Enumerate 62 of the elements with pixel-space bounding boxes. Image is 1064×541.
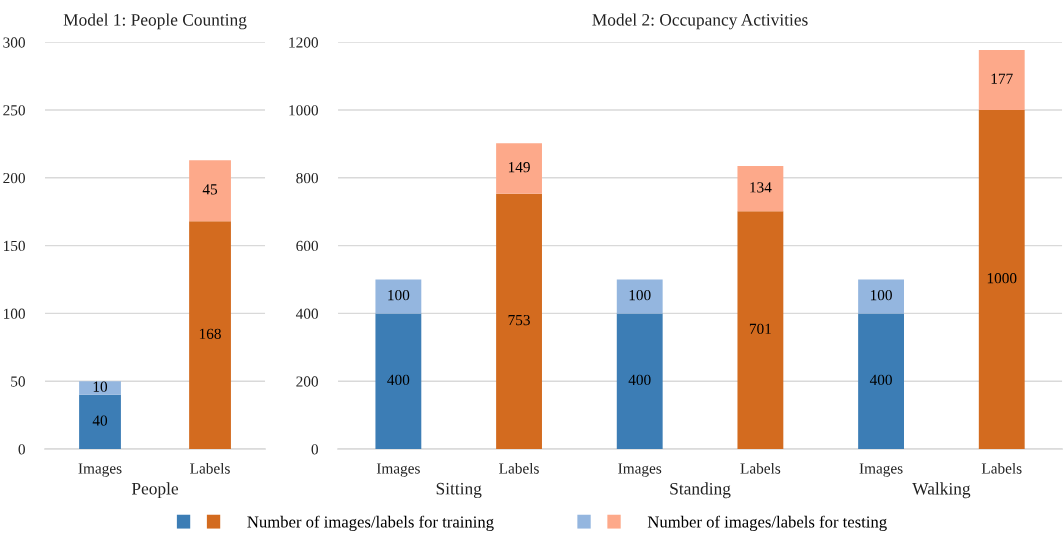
- data-label: 177: [991, 73, 1013, 84]
- bar: [978, 110, 1025, 450]
- x-tick-label: Images: [859, 463, 903, 477]
- data-label: 100: [629, 289, 651, 301]
- bar: [375, 279, 422, 314]
- y-tick-label: 1000: [289, 105, 319, 116]
- x-tick-label: Labels: [190, 462, 230, 474]
- text: Sitting: [436, 482, 482, 499]
- x-tick-label: Labels: [499, 462, 539, 474]
- bar: [616, 313, 663, 450]
- data-label: 100: [388, 289, 410, 301]
- bar: [496, 193, 542, 450]
- data-label: 701: [749, 323, 771, 335]
- bar: [978, 50, 1025, 110]
- bar: [616, 279, 663, 314]
- x-tick-label: Labels: [740, 462, 781, 474]
- bar: [79, 381, 121, 395]
- x-axis-title: People: [131, 482, 179, 499]
- bar: [496, 143, 542, 194]
- data-label: 753: [508, 314, 530, 326]
- y-tick-label: 300: [3, 37, 25, 48]
- y-tick-label: 0: [311, 444, 319, 455]
- data-label: 400: [387, 374, 410, 386]
- bar: [189, 221, 231, 450]
- legend-label: Number of images/labels for training: [247, 515, 494, 531]
- data-label: 45: [202, 184, 218, 195]
- text: Standing: [670, 482, 731, 499]
- data-label: 400: [628, 374, 651, 386]
- data-label: 149: [508, 162, 530, 173]
- y-tick-label: 400: [295, 308, 319, 319]
- bar: [79, 394, 121, 450]
- data-label: 10: [93, 381, 108, 392]
- data-label: 400: [869, 374, 892, 386]
- x-tick-label: Labels: [981, 462, 1022, 474]
- x-tick-label: Images: [376, 463, 420, 477]
- bar: [737, 211, 784, 450]
- y-tick-label: 600: [296, 240, 319, 252]
- legend-label: Number of images/labels for testing: [647, 515, 887, 531]
- y-tick-label: 150: [3, 240, 25, 252]
- y-tick-label: 800: [296, 172, 319, 184]
- data-label: 168: [199, 328, 221, 339]
- y-tick-label: 200: [3, 172, 25, 184]
- bar: [189, 160, 231, 222]
- data-label: 134: [750, 182, 772, 193]
- bar: [737, 165, 784, 212]
- bar: [858, 313, 904, 450]
- text: Walking: [912, 482, 971, 499]
- chart-title: Model 1: People Counting: [63, 13, 247, 30]
- y-tick-label: 250: [3, 105, 25, 116]
- y-tick-label: 100: [3, 308, 25, 319]
- chart-title: Model 2: Occupancy Activities: [592, 13, 808, 30]
- bar: [858, 279, 904, 314]
- data-label: 1000: [987, 273, 1017, 284]
- x-tick-label: Images: [618, 463, 662, 477]
- x-tick-label: Images: [78, 463, 122, 477]
- y-tick-label: 1200: [289, 37, 319, 48]
- y-tick-label: 200: [296, 376, 319, 387]
- bar: [375, 313, 422, 450]
- y-tick-label: 0: [18, 444, 25, 455]
- data-label: 40: [92, 415, 108, 426]
- y-tick-label: 50: [11, 376, 25, 387]
- data-label: 100: [870, 289, 892, 301]
